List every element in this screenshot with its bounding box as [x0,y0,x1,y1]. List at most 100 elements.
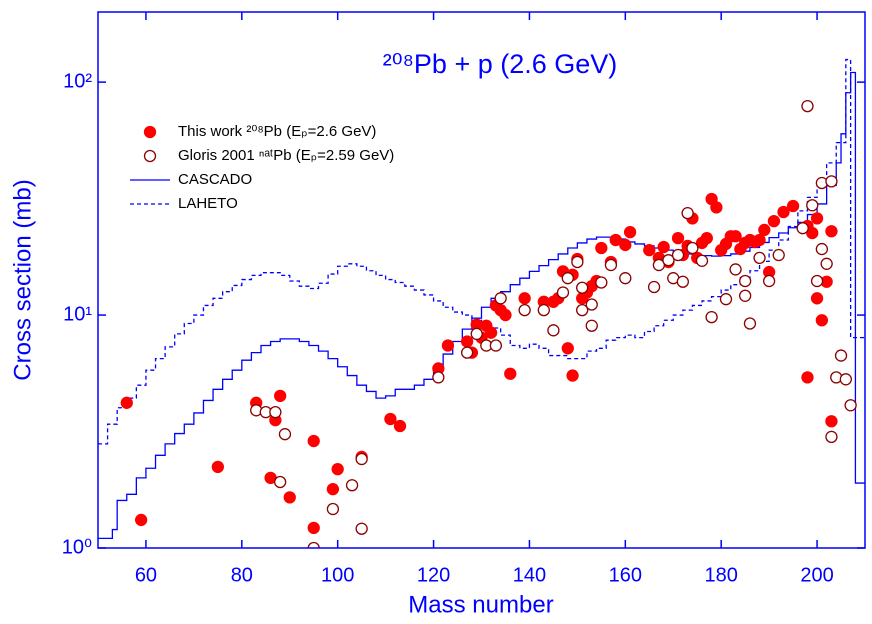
data-point [657,240,670,254]
data-point [269,406,282,419]
legend-marker [143,149,157,163]
data-point [494,292,507,305]
data-point [806,226,819,240]
data-point [460,335,474,348]
legend-label: LAHETO [178,195,238,212]
data-point [518,292,531,305]
data-point [609,233,622,247]
data-point [700,231,713,245]
data-point [719,293,733,306]
data-point [786,199,800,213]
data-point [489,339,503,352]
data-point [729,263,742,276]
data-point [834,349,848,362]
x-axis-title: Mass number [408,591,553,618]
data-point [676,275,689,288]
data-point [274,475,287,489]
data-point [547,324,560,337]
data-point [432,371,445,384]
data-point [561,272,574,285]
legend-label: Gloris 2001 ⁿᵃᵗPb (Eₚ=2.59 GeV) [178,147,394,164]
data-point [810,274,824,288]
data-point [825,175,838,188]
x-tick-label: 60 [135,564,157,586]
data-point [815,242,829,256]
data-point [729,230,742,243]
data-point [307,541,320,548]
x-tick-label: 160 [609,564,642,586]
data-point [815,314,829,327]
data-point [739,289,752,302]
x-tick-label: 80 [231,564,253,586]
data-point [604,258,618,272]
data-point [772,248,785,262]
data-point [796,222,809,235]
data-point [671,231,685,245]
data-point [571,255,584,269]
data-point [345,479,359,492]
data-point [844,399,857,412]
x-tick-label: 120 [417,564,450,586]
data-point [274,389,287,402]
y-tick-label: 10² [63,70,92,92]
legend-label: This work ²⁰⁸Pb (Eₚ=2.6 GeV) [178,123,376,140]
data-point [647,280,661,294]
data-point [518,303,531,317]
data-point [825,430,838,444]
data-point [441,339,455,352]
data-point [556,286,570,299]
data-point [767,215,781,228]
data-point [307,434,320,448]
data-point [561,342,574,355]
data-point [762,274,776,288]
data-point [576,303,589,317]
data-point [331,463,344,476]
data-point [739,274,752,288]
data-point [595,276,608,289]
data-point [537,303,550,317]
y-axis-title: Cross section (mb) [9,179,36,380]
x-tick-label: 100 [321,564,354,586]
data-point [134,513,148,527]
data-point [686,241,699,255]
data-point [681,206,694,220]
data-point [460,346,474,359]
data-point [120,396,133,409]
data-point [662,254,675,267]
data-point [623,225,637,239]
data-point [810,212,824,225]
data-point [820,257,833,270]
y-tick-label: 10¹ [63,303,92,325]
data-point [595,241,608,255]
data-point [211,460,224,474]
data-point [810,292,824,305]
data-point [825,225,838,238]
legend-marker [143,125,157,139]
data-point [326,502,340,516]
data-point [585,319,598,332]
data-point [801,371,814,384]
plot-area [98,58,865,548]
data-point [307,521,320,535]
data-point [283,491,296,504]
data-point [470,327,483,341]
chart-title: ²⁰⁸Pb + p (2.6 GeV) [383,49,618,79]
data-point [695,254,709,267]
data-point [484,326,498,339]
data-point [825,415,838,428]
data-point [652,258,666,272]
data-point [806,199,819,212]
data-point [384,412,397,426]
data-point [576,281,589,294]
data-point [710,201,723,214]
data-point [839,373,852,386]
data-point [619,238,632,252]
data-point [355,452,368,466]
data-point [585,298,598,311]
data-point [753,233,766,247]
data-point [643,243,656,257]
axes-frame [97,11,866,549]
x-tick-label: 180 [705,564,738,586]
